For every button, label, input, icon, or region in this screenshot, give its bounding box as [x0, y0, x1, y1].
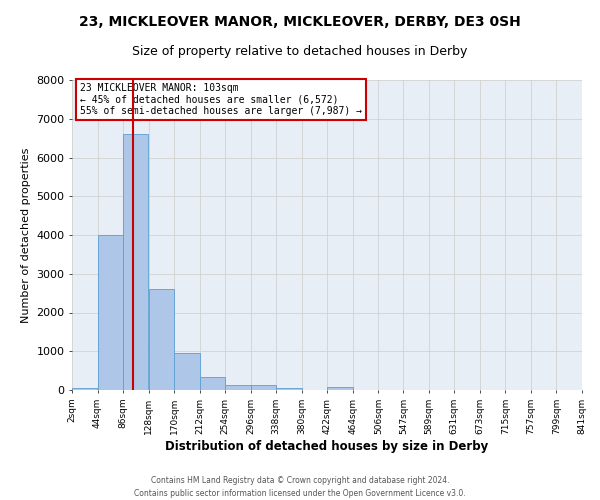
- Bar: [174, 353, 199, 390]
- Bar: [226, 385, 251, 390]
- Bar: [251, 385, 276, 390]
- Bar: [123, 134, 148, 390]
- Text: 23 MICKLEOVER MANOR: 103sqm
← 45% of detached houses are smaller (6,572)
55% of : 23 MICKLEOVER MANOR: 103sqm ← 45% of det…: [80, 83, 362, 116]
- Text: Contains HM Land Registry data © Crown copyright and database right 2024.: Contains HM Land Registry data © Crown c…: [151, 476, 449, 485]
- Bar: [98, 235, 123, 390]
- Bar: [328, 387, 353, 390]
- Bar: [149, 289, 174, 390]
- Bar: [200, 378, 225, 390]
- X-axis label: Distribution of detached houses by size in Derby: Distribution of detached houses by size …: [166, 440, 488, 452]
- Bar: [72, 388, 97, 390]
- Text: Contains public sector information licensed under the Open Government Licence v3: Contains public sector information licen…: [134, 488, 466, 498]
- Bar: [277, 388, 302, 390]
- Y-axis label: Number of detached properties: Number of detached properties: [20, 148, 31, 322]
- Text: 23, MICKLEOVER MANOR, MICKLEOVER, DERBY, DE3 0SH: 23, MICKLEOVER MANOR, MICKLEOVER, DERBY,…: [79, 15, 521, 29]
- Text: Size of property relative to detached houses in Derby: Size of property relative to detached ho…: [133, 45, 467, 58]
